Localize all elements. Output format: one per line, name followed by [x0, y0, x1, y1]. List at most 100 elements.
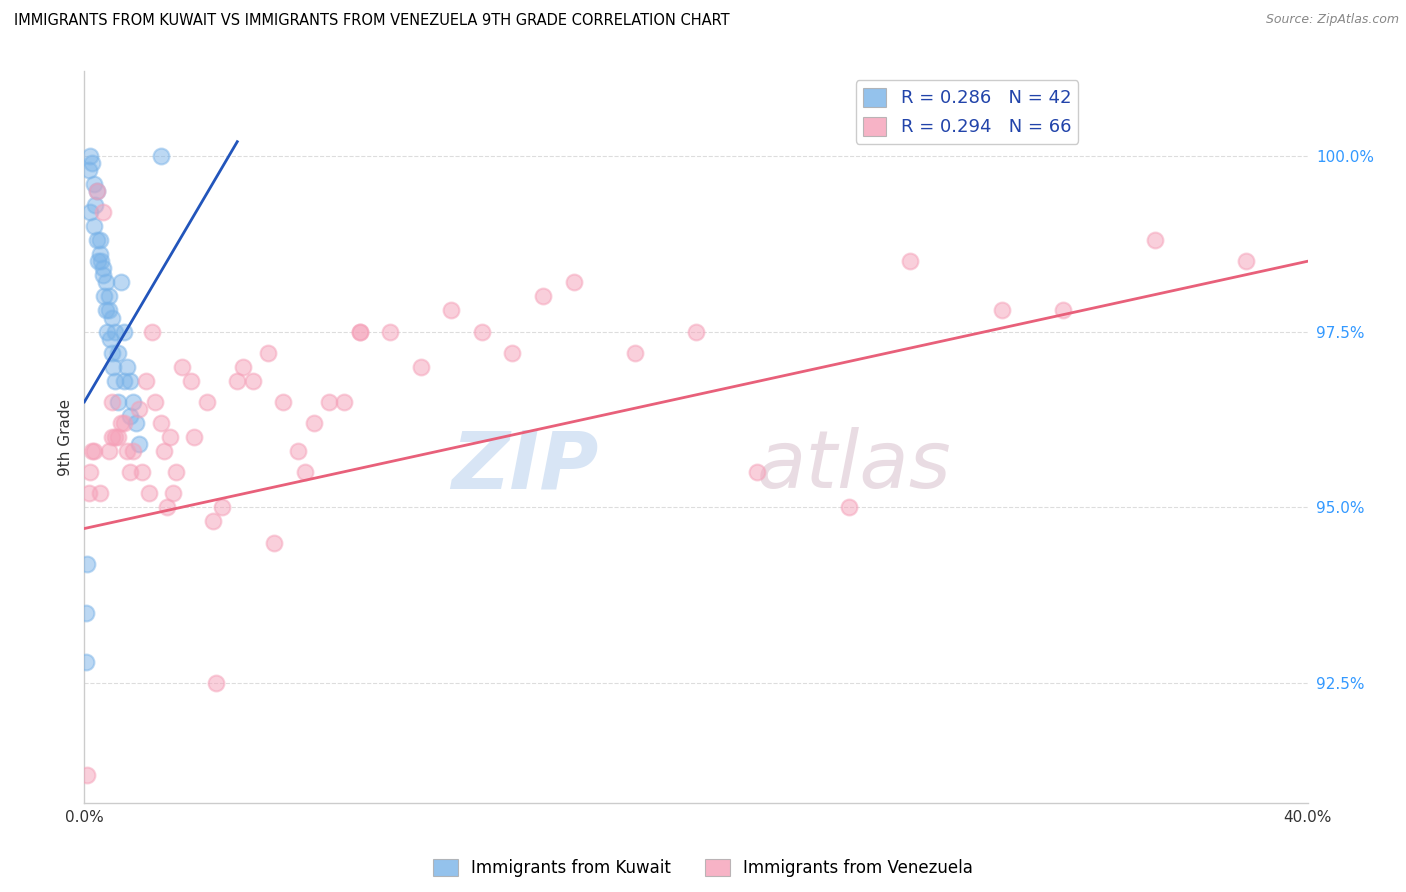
Point [83, 444, 105, 458]
Point [91, 268, 114, 283]
Point [91, 205, 114, 219]
Point [94, 276, 117, 290]
Point [1143, 233, 1166, 247]
Point [153, 444, 176, 458]
Point [83, 219, 105, 233]
Point [79, 205, 101, 219]
Point [120, 409, 142, 423]
Point [898, 254, 921, 268]
Point [101, 430, 124, 444]
Point [294, 465, 316, 479]
Point [91, 261, 114, 276]
Point [302, 416, 325, 430]
Point [89, 247, 111, 261]
Point [86, 184, 108, 198]
Point [86, 233, 108, 247]
Point [76, 767, 98, 781]
Point [838, 500, 860, 515]
Text: atlas: atlas [758, 427, 952, 506]
Point [80, 155, 103, 169]
Point [75, 655, 97, 669]
Point [104, 325, 127, 339]
Text: IMMIGRANTS FROM KUWAIT VS IMMIGRANTS FROM VENEZUELA 9TH GRADE CORRELATION CHART: IMMIGRANTS FROM KUWAIT VS IMMIGRANTS FRO… [14, 13, 730, 29]
Point [110, 276, 132, 290]
Point [115, 444, 138, 458]
Point [172, 359, 194, 374]
Point [205, 676, 228, 690]
Point [86, 184, 108, 198]
Point [149, 416, 172, 430]
Point [531, 289, 554, 303]
Point [143, 395, 166, 409]
Text: ZIP: ZIP [451, 427, 598, 506]
Point [107, 345, 129, 359]
Point [747, 465, 769, 479]
Point [89, 486, 111, 500]
Point [141, 325, 163, 339]
Point [104, 430, 127, 444]
Point [122, 444, 145, 458]
Point [1236, 254, 1258, 268]
Point [89, 233, 111, 247]
Point [502, 345, 524, 359]
Point [101, 345, 124, 359]
Point [84, 198, 107, 212]
Point [156, 500, 179, 515]
Point [349, 325, 371, 339]
Point [93, 289, 115, 303]
Point [90, 254, 112, 268]
Point [97, 303, 120, 318]
Legend: R = 0.286   N = 42, R = 0.294   N = 66: R = 0.286 N = 42, R = 0.294 N = 66 [855, 80, 1078, 144]
Point [1052, 303, 1074, 318]
Point [77, 486, 100, 500]
Point [83, 177, 105, 191]
Point [159, 430, 181, 444]
Point [131, 465, 153, 479]
Point [122, 395, 145, 409]
Y-axis label: 9th Grade: 9th Grade [58, 399, 73, 475]
Point [562, 276, 585, 290]
Point [112, 374, 135, 388]
Point [201, 515, 224, 529]
Point [120, 374, 142, 388]
Text: Source: ZipAtlas.com: Source: ZipAtlas.com [1265, 13, 1399, 27]
Point [624, 345, 647, 359]
Point [685, 325, 707, 339]
Point [183, 430, 205, 444]
Point [232, 359, 254, 374]
Point [94, 303, 117, 318]
Point [96, 325, 118, 339]
Point [125, 416, 148, 430]
Point [263, 535, 285, 549]
Point [112, 325, 135, 339]
Point [380, 325, 402, 339]
Point [103, 359, 125, 374]
Point [107, 430, 129, 444]
Point [271, 395, 294, 409]
Legend: Immigrants from Kuwait, Immigrants from Venezuela: Immigrants from Kuwait, Immigrants from … [426, 852, 980, 884]
Point [138, 486, 160, 500]
Point [242, 374, 264, 388]
Point [333, 395, 356, 409]
Point [110, 416, 132, 430]
Point [135, 374, 157, 388]
Point [77, 162, 100, 177]
Point [195, 395, 218, 409]
Point [287, 444, 309, 458]
Point [128, 401, 150, 416]
Point [120, 465, 142, 479]
Point [75, 606, 97, 620]
Point [162, 486, 184, 500]
Point [349, 325, 371, 339]
Point [97, 444, 120, 458]
Point [79, 149, 101, 163]
Point [101, 310, 124, 325]
Point [440, 303, 463, 318]
Point [149, 149, 172, 163]
Point [87, 254, 110, 268]
Point [97, 289, 120, 303]
Point [128, 437, 150, 451]
Point [257, 345, 280, 359]
Point [318, 395, 340, 409]
Point [101, 395, 124, 409]
